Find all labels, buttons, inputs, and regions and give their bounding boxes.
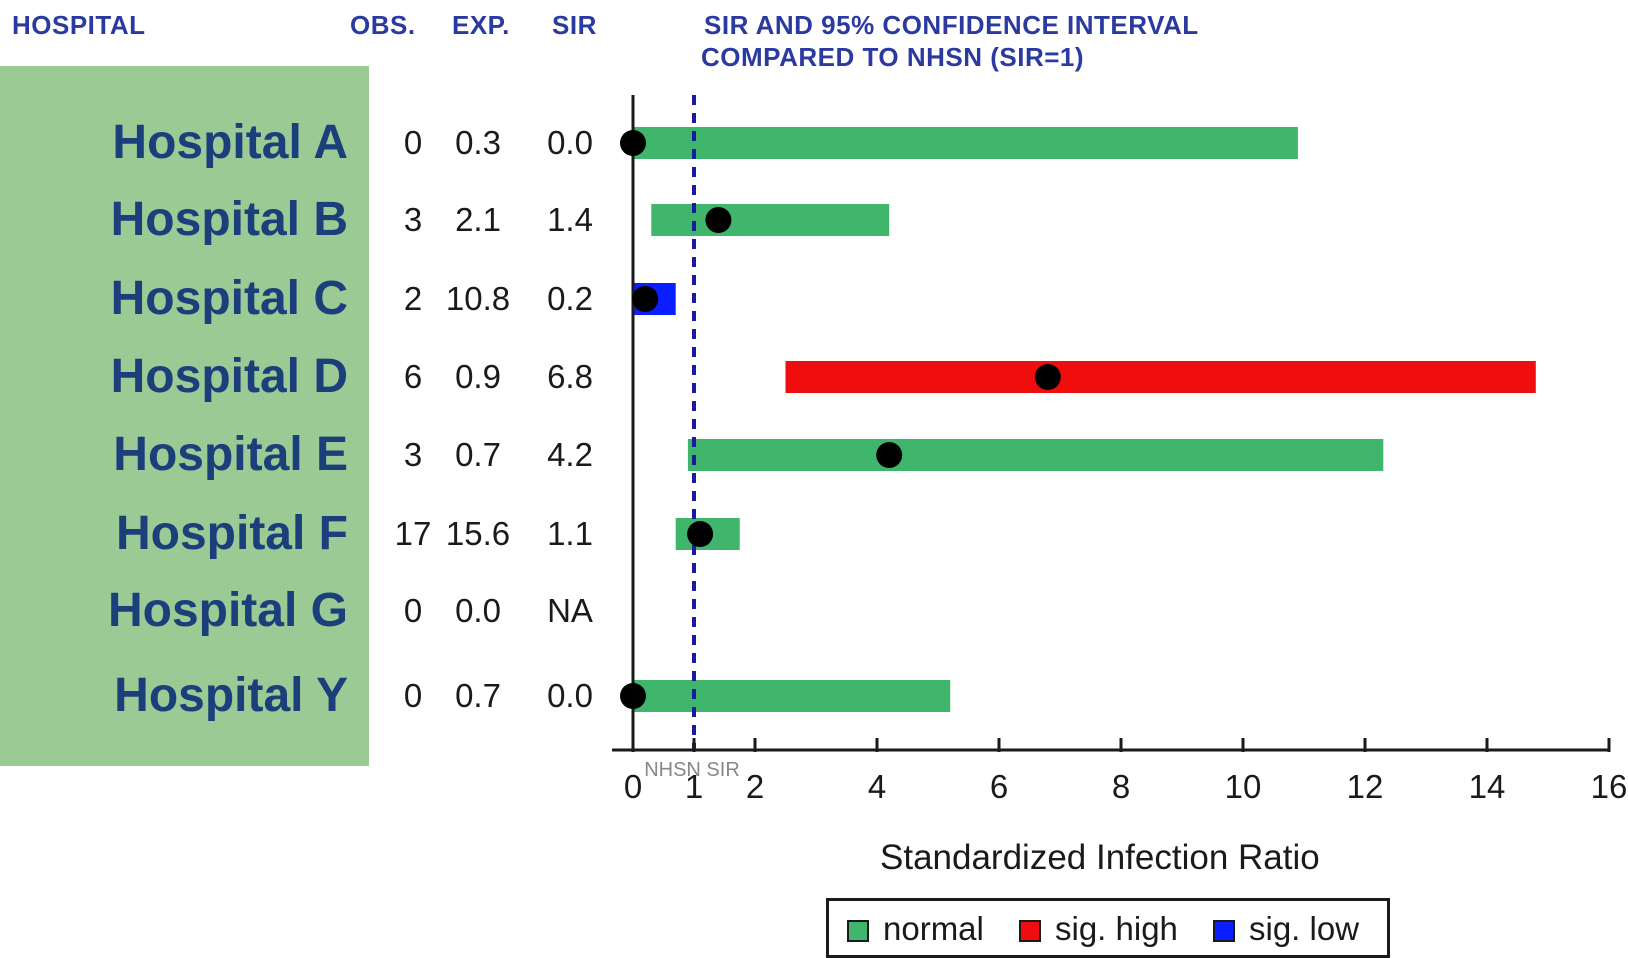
sir-value: NA [547, 592, 593, 629]
x-tick-label: 14 [1469, 768, 1506, 805]
header-exp: EXP. [452, 10, 510, 40]
x-tick-label: 0 [624, 768, 642, 805]
x-tick-label: 12 [1347, 768, 1384, 805]
obs-value: 3 [403, 201, 423, 238]
exp-value: 15.6 [445, 515, 511, 552]
chart-title-line1: SIR AND 95% CONFIDENCE INTERVAL [704, 10, 1199, 40]
sir-point [620, 683, 646, 709]
x-tick-label: 6 [990, 768, 1008, 805]
hospital-name: Hospital D [110, 350, 348, 403]
sir-point [620, 130, 646, 156]
sir-value: 1.4 [547, 201, 593, 238]
obs-value: 0 [403, 124, 423, 161]
exp-value: 0.9 [455, 358, 501, 395]
exp-value: 0.0 [455, 592, 501, 629]
legend-item-normal: normal [847, 909, 984, 949]
hospital-name-panel [0, 66, 369, 766]
obs-value: 0 [403, 677, 423, 714]
hospital-name: Hospital G [107, 584, 348, 637]
sir-point [876, 442, 903, 468]
legend: normal sig. high sig. low [826, 898, 1390, 958]
hospital-name: Hospital A [112, 116, 348, 169]
exp-value: 10.8 [445, 280, 511, 317]
chart-title-line2: COMPARED TO NHSN (SIR=1) [701, 42, 1085, 72]
legend-label-sig-high: sig. high [1055, 910, 1178, 947]
sir-point [705, 207, 732, 233]
header-sir: SIR [552, 10, 597, 40]
sir-value: 0.0 [547, 124, 593, 161]
sir-point [1034, 364, 1061, 390]
x-tick-label: 2 [746, 768, 764, 805]
sir-point [687, 521, 714, 547]
legend-item-sig-low: sig. low [1213, 909, 1359, 949]
sir-value: 6.8 [547, 358, 593, 395]
hospital-name: Hospital F [115, 507, 348, 560]
ci-bar [651, 204, 890, 236]
sir-value: 4.2 [547, 436, 593, 473]
x-tick-label: 4 [868, 768, 886, 805]
ci-bar [633, 680, 951, 712]
hospital-name: Hospital E [113, 428, 348, 481]
hospital-name: Hospital Y [114, 669, 348, 722]
exp-value: 2.1 [455, 201, 501, 238]
exp-value: 0.7 [455, 677, 501, 714]
header-obs: OBS. [350, 10, 416, 40]
sir-value: 0.2 [547, 280, 593, 317]
legend-swatch-normal [847, 920, 869, 942]
legend-label-sig-low: sig. low [1249, 910, 1360, 947]
obs-value: 17 [394, 515, 432, 552]
exp-value: 0.7 [455, 436, 501, 473]
obs-value: 2 [403, 280, 423, 317]
legend-label-normal: normal [883, 910, 984, 947]
header-hospital: HOSPITAL [12, 10, 146, 40]
x-tick-label: 16 [1591, 768, 1628, 805]
sir-value: 1.1 [547, 515, 593, 552]
ci-bar [785, 361, 1536, 393]
sir-point [632, 286, 659, 312]
legend-item-sig-high: sig. high [1019, 909, 1178, 949]
ci-bar [633, 127, 1298, 159]
obs-value: 0 [403, 592, 423, 629]
sir-value: 0.0 [547, 677, 593, 714]
hospital-name: Hospital C [110, 272, 348, 325]
x-axis-label: Standardized Infection Ratio [880, 838, 1320, 877]
reference-label: NHSN SIR [644, 759, 740, 781]
x-tick-label: 8 [1112, 768, 1130, 805]
hospital-name: Hospital B [110, 193, 348, 246]
legend-swatch-sig-high [1019, 920, 1041, 942]
legend-swatch-sig-low [1213, 920, 1235, 942]
x-tick-label: 1 [685, 768, 703, 805]
obs-value: 3 [403, 436, 423, 473]
ci-bar [687, 439, 1384, 471]
exp-value: 0.3 [455, 124, 501, 161]
obs-value: 6 [403, 358, 423, 395]
x-tick-label: 10 [1225, 768, 1262, 805]
